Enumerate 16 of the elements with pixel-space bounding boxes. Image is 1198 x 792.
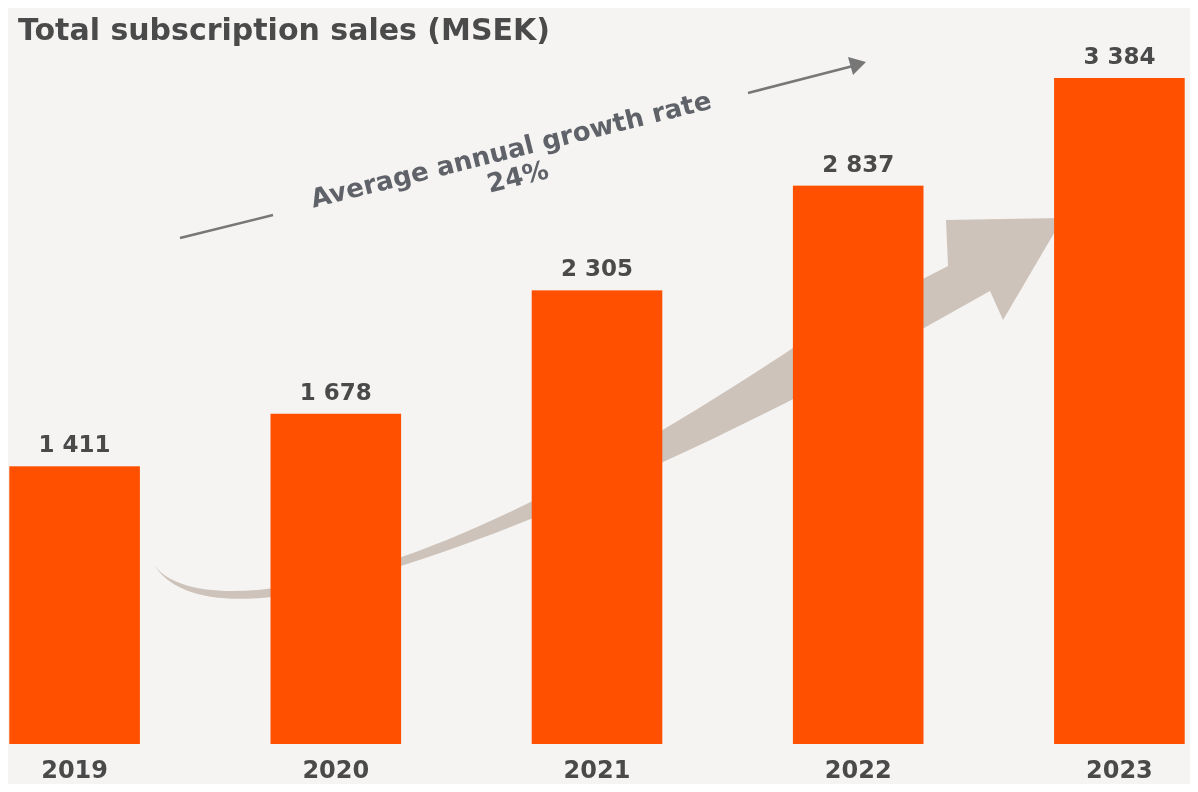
x-tick-label: 2020 [302, 756, 370, 784]
data-label: 2 837 [822, 150, 895, 177]
bar [531, 290, 663, 744]
data-label: 1 678 [299, 378, 372, 405]
x-tick-label: 2022 [824, 756, 892, 784]
x-tick-label: 2021 [563, 756, 631, 784]
data-label: 1 411 [38, 431, 111, 458]
bar [1054, 78, 1185, 744]
data-label: 3 384 [1083, 43, 1156, 69]
bar [792, 185, 924, 744]
chart-title: Total subscription sales (MSEK) [18, 12, 550, 47]
x-tick-label: 2019 [41, 756, 108, 784]
data-label: 2 305 [560, 255, 634, 282]
bar [9, 466, 140, 744]
x-tick-label: 2023 [1086, 756, 1153, 784]
bar [270, 413, 402, 744]
